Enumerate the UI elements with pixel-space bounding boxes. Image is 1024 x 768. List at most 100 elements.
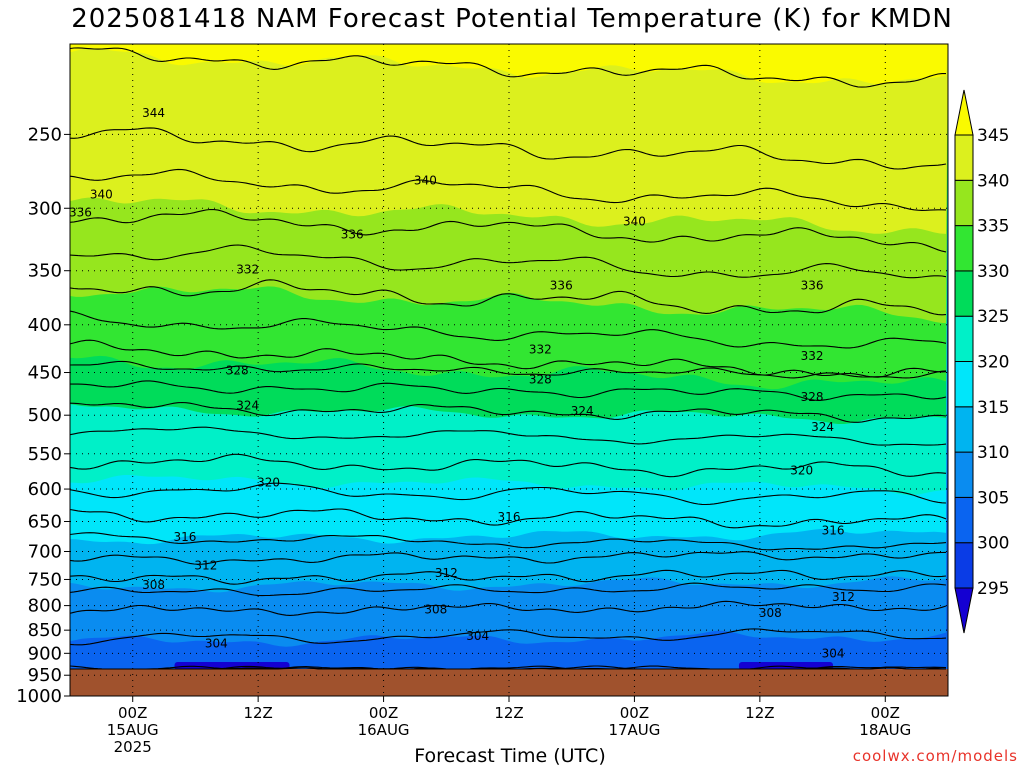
y-tick-label: 500 — [28, 405, 62, 426]
isotherm-contour — [69, 482, 947, 506]
contour-label: 316 — [498, 510, 521, 524]
colorbar-label: 315 — [977, 398, 1009, 418]
contour-label: 324 — [236, 398, 259, 412]
colorbar: 345 340 335 330 325 320 315 310 305 300 295 — [954, 89, 1009, 634]
colorbar-label: 300 — [977, 534, 1009, 554]
contour-label: 304 — [205, 636, 228, 650]
y-tick-label: 850 — [28, 620, 62, 641]
isotherm-contour — [69, 279, 947, 316]
colorbar-box — [954, 179, 974, 227]
isotherm-contour — [69, 244, 947, 279]
isotherm-contour — [69, 310, 947, 349]
isotherm-contour — [69, 401, 947, 423]
contour-label: 308 — [424, 603, 447, 617]
colorbar-min-arrow — [954, 587, 974, 634]
contour-label: 316 — [822, 524, 845, 538]
contour-label: 328 — [226, 364, 249, 378]
colorbar-box — [954, 270, 974, 317]
x-tick-label: 18AUG — [859, 721, 911, 739]
contour-label: 328 — [529, 373, 552, 387]
contour-label: 308 — [142, 578, 165, 592]
contour-label: 304 — [466, 629, 489, 643]
isotherm-contour — [69, 339, 947, 378]
isotherm-contour — [69, 453, 947, 478]
colorbar-label: 320 — [977, 353, 1009, 373]
contour-layer — [69, 47, 947, 670]
isotherm-contour — [69, 551, 947, 565]
y-tick-label: 600 — [28, 479, 62, 500]
contour-label: 336 — [69, 205, 92, 219]
contour-label: 316 — [174, 530, 197, 544]
y-tick-label: 750 — [28, 569, 62, 590]
contour-label: 332 — [236, 263, 259, 277]
contour-label-layer: 344 340 340 340 336 336 336 336 332 332 332 328 328 3… — [69, 106, 855, 661]
contour-label: 320 — [257, 475, 280, 489]
colorbar-label: 335 — [977, 217, 1009, 237]
colorbar-box — [954, 315, 974, 363]
contour-label: 320 — [790, 463, 813, 477]
colorbar-box — [954, 451, 974, 498]
x-tick-label: 00Z — [620, 704, 649, 722]
y-tick-label: 450 — [28, 363, 62, 384]
y-tick-label: 950 — [28, 665, 62, 686]
y-tick-label: 900 — [28, 643, 62, 664]
colorbar-box — [954, 361, 974, 408]
y-tick-label: 250 — [28, 124, 62, 145]
colorbar-box — [954, 134, 974, 181]
isotherm-contour — [69, 582, 947, 597]
y-tick-label: 1000 — [16, 686, 62, 707]
theta-band — [70, 44, 948, 234]
colorbar-label: 310 — [977, 443, 1009, 463]
x-tick-label: 12Z — [243, 704, 272, 722]
x-tick-label: 16AUG — [358, 721, 410, 739]
contour-label: 312 — [194, 559, 217, 573]
credit-link[interactable]: coolwx.com/models — [852, 747, 1018, 765]
isotherm-contour — [69, 426, 947, 446]
x-tick-label: 00Z — [369, 704, 398, 722]
x-tick-label: 2025 — [114, 738, 152, 756]
contour-label: 324 — [571, 404, 594, 418]
x-axis-title: Forecast Time (UTC) — [414, 745, 606, 767]
contour-label: 340 — [623, 215, 646, 229]
contour-label: 344 — [142, 106, 165, 120]
isotherm-contour — [69, 569, 947, 585]
theta-fill-layer — [70, 44, 948, 696]
colorbar-box — [954, 496, 974, 544]
isotherm-contour — [69, 127, 947, 170]
colorbar-label: 295 — [977, 579, 1009, 599]
colorbar-box — [954, 225, 974, 272]
x-tick-label: 12Z — [494, 704, 523, 722]
colorbar-box — [954, 542, 974, 589]
contour-label: 332 — [801, 349, 824, 363]
isotherm-contour — [69, 600, 947, 616]
isotherm-contour — [69, 628, 947, 646]
y-tick-label: 650 — [28, 511, 62, 532]
theta-band — [70, 44, 948, 85]
isotherm-contour — [70, 665, 947, 670]
chart-title: 2025081418 NAM Forecast Potential Temper… — [71, 4, 953, 34]
contour-label: 312 — [435, 566, 458, 580]
y-tick-label: 400 — [28, 315, 62, 336]
isotherm-contour — [69, 360, 947, 379]
contour-label: 328 — [801, 390, 824, 404]
y-axis: 2503003504004505005506006507007508008509… — [16, 124, 70, 707]
contour-label: 340 — [414, 173, 437, 187]
isotherm-contour — [69, 508, 947, 529]
isotherm-contour — [69, 47, 946, 88]
y-tick-label: 300 — [28, 198, 62, 219]
isotherm-contour — [69, 168, 947, 211]
isotherm-contour — [70, 665, 946, 670]
contour-label: 304 — [822, 646, 845, 660]
colorbar-label: 325 — [977, 307, 1009, 327]
colorbar-label: 345 — [977, 126, 1009, 146]
contour-label: 332 — [529, 342, 552, 356]
contour-label: 324 — [811, 420, 834, 434]
colorbar-label: 305 — [977, 488, 1009, 508]
colorbar-label: 330 — [977, 262, 1009, 282]
grid-layer — [70, 44, 948, 697]
x-tick-label: 00Z — [118, 704, 147, 722]
contour-label: 336 — [801, 278, 824, 292]
x-tick-label: 12Z — [745, 704, 774, 722]
